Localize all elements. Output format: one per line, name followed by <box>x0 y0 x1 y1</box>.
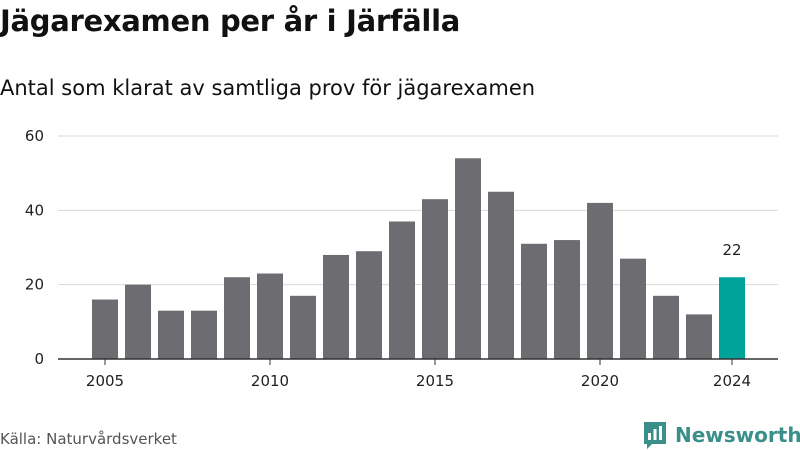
brand-logo[interactable]: Newsworthy <box>643 420 800 450</box>
bar <box>323 254 349 359</box>
bar <box>92 299 118 359</box>
y-tick-label: 20 <box>25 276 44 294</box>
brand-name: Newsworthy <box>675 423 800 447</box>
bar <box>125 284 151 359</box>
chart-subtitle: Antal som klarat av samtliga prov för jä… <box>0 76 536 100</box>
bar <box>521 243 547 359</box>
x-tick-label: 2020 <box>581 372 619 390</box>
y-tick-label: 0 <box>34 350 44 368</box>
bar <box>224 277 250 359</box>
newsworthy-logo-icon <box>644 422 666 449</box>
bar <box>191 310 217 359</box>
bar <box>389 221 415 359</box>
chart-title: Jägarexamen per år i Järfälla <box>0 4 460 38</box>
bar <box>554 240 580 359</box>
bar <box>158 310 184 359</box>
bar <box>290 295 316 359</box>
bar <box>488 191 514 359</box>
data-label: 22 <box>722 241 741 259</box>
bar <box>686 314 712 359</box>
source-note: Källa: Naturvårdsverket <box>0 430 177 448</box>
x-tick-label: 2024 <box>713 372 751 390</box>
y-tick-label: 60 <box>25 127 44 145</box>
x-tick-label: 2015 <box>416 372 454 390</box>
bar <box>719 277 745 359</box>
bar <box>257 273 283 359</box>
x-tick-label: 2010 <box>251 372 289 390</box>
bar-chart: 0 20 40 60 2005 2010 2015 2020 2024 22 <box>25 127 778 390</box>
bar <box>620 258 646 359</box>
bar <box>587 202 613 359</box>
bar <box>653 295 679 359</box>
bar <box>455 158 481 359</box>
bar <box>422 199 448 359</box>
x-tick-label: 2005 <box>86 372 124 390</box>
bar <box>356 251 382 359</box>
y-tick-label: 40 <box>25 201 44 219</box>
